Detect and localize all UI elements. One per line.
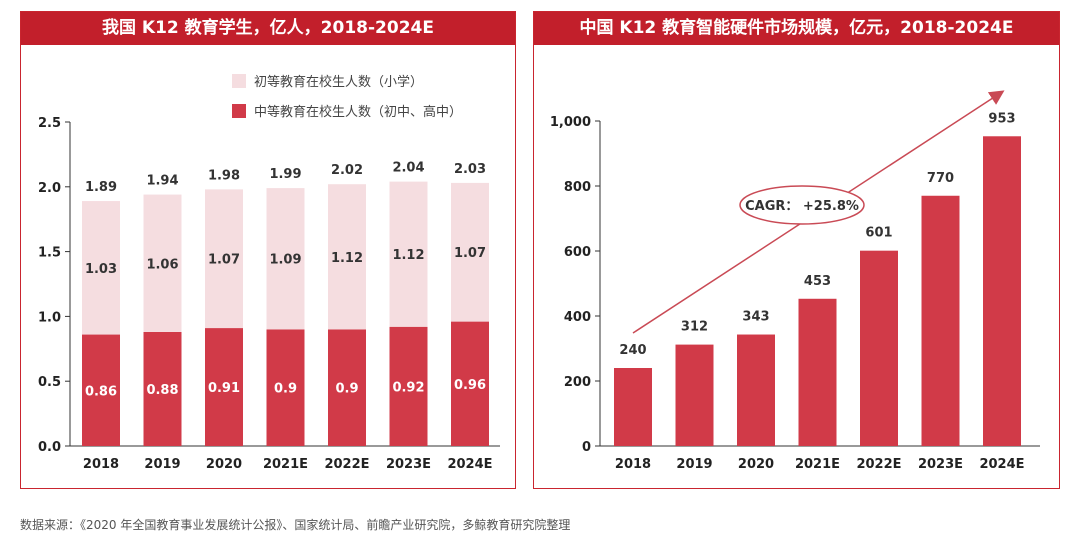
- y-tick-label: 400: [564, 310, 591, 325]
- data-label: 312: [681, 320, 708, 335]
- bar: [737, 334, 775, 446]
- data-label-primary: 1.12: [331, 251, 363, 266]
- data-label-secondary: 0.88: [146, 383, 178, 398]
- bar-primary: [266, 188, 305, 330]
- data-label-total: 1.89: [85, 180, 117, 195]
- data-label-secondary: 0.9: [335, 382, 358, 397]
- x-tick-label: 2021E: [795, 457, 840, 472]
- bar: [675, 344, 714, 446]
- legend-swatch-primary: [232, 74, 246, 88]
- data-label: 953: [988, 111, 1015, 126]
- data-label-secondary: 0.92: [392, 380, 424, 395]
- x-tick-label: 2019: [144, 457, 180, 472]
- bar-primary: [328, 184, 366, 330]
- x-tick-label: 2022E: [324, 457, 369, 472]
- bar-secondary: [389, 326, 428, 446]
- bar-secondary: [328, 329, 366, 446]
- data-label-secondary: 0.86: [85, 384, 117, 399]
- y-tick-label: 0.5: [38, 375, 61, 390]
- x-tick-label: 2023E: [918, 457, 963, 472]
- x-tick-label: 2018: [615, 457, 651, 472]
- bar-secondary: [266, 329, 305, 446]
- y-tick-label: 1.0: [38, 310, 61, 325]
- data-label: 453: [804, 274, 831, 289]
- left-chart-title: 我国 K12 教育学生，亿人，2018-2024E: [21, 12, 515, 45]
- data-label: 240: [619, 343, 646, 358]
- data-label-total: 1.98: [208, 168, 240, 183]
- data-label-secondary: 0.96: [454, 378, 486, 393]
- bar: [921, 195, 960, 446]
- y-tick-label: 1.5: [38, 246, 61, 261]
- x-tick-label: 2024E: [979, 457, 1024, 472]
- bar-primary: [451, 182, 489, 322]
- cagr-ellipse: [739, 185, 865, 225]
- left-panel: 我国 K12 教育学生，亿人，2018-2024E: [20, 11, 516, 489]
- bar-secondary: [82, 334, 120, 446]
- x-tick-label: 2021E: [263, 457, 308, 472]
- data-label-primary: 1.03: [85, 262, 117, 277]
- legend-label-secondary: 中等教育在校生人数（初中、高中）: [254, 104, 462, 120]
- y-tick-label: 2.0: [38, 181, 61, 196]
- data-label-primary: 1.06: [146, 257, 178, 272]
- bar-primary: [389, 181, 428, 327]
- data-label: 770: [927, 171, 954, 186]
- data-label-primary: 1.09: [269, 253, 301, 268]
- source-note: 数据来源：《2020 年全国教育事业发展统计公报》、国家统计局、前瞻产业研究院，…: [20, 518, 571, 532]
- data-label-total: 2.04: [392, 161, 424, 176]
- y-tick-label: 800: [564, 180, 591, 195]
- x-tick-label: 2020: [738, 457, 774, 472]
- right-panel: 中国 K12 教育智能硬件市场规模，亿元，2018-2024E: [533, 11, 1060, 489]
- legend-swatch-secondary: [232, 104, 246, 118]
- bar: [798, 298, 837, 446]
- bar: [860, 250, 898, 446]
- bar: [614, 368, 652, 446]
- bar: [983, 136, 1021, 446]
- x-tick-label: 2018: [83, 457, 119, 472]
- data-label-primary: 1.07: [454, 246, 486, 261]
- data-label: 601: [865, 226, 892, 241]
- cagr-label: CAGR： +25.8%: [745, 199, 859, 214]
- x-tick-label: 2023E: [386, 457, 431, 472]
- y-tick-label: 200: [564, 375, 591, 390]
- y-tick-label: 0: [582, 440, 591, 455]
- bar-secondary: [205, 328, 243, 446]
- y-tick-label: 0.0: [38, 440, 61, 455]
- bar-primary: [82, 201, 120, 335]
- bar-primary: [205, 189, 243, 329]
- data-label: 343: [742, 310, 769, 325]
- y-tick-label: 2.5: [38, 116, 61, 131]
- bar-secondary: [143, 331, 182, 446]
- legend-label-primary: 初等教育在校生人数（小学）: [254, 74, 423, 90]
- right-chart-title: 中国 K12 教育智能硬件市场规模，亿元，2018-2024E: [534, 12, 1059, 45]
- data-label-secondary: 0.9: [274, 382, 297, 397]
- x-tick-label: 2024E: [447, 457, 492, 472]
- data-label-total: 2.02: [331, 163, 363, 178]
- y-tick-label: 600: [564, 245, 591, 260]
- bar-secondary: [451, 321, 489, 446]
- x-tick-label: 2020: [206, 457, 242, 472]
- y-tick-label: 1,000: [550, 115, 591, 130]
- data-label-secondary: 0.91: [208, 381, 240, 396]
- data-label-primary: 1.12: [392, 248, 424, 263]
- x-tick-label: 2019: [676, 457, 712, 472]
- bar-primary: [143, 194, 182, 332]
- data-label-total: 1.99: [269, 167, 301, 182]
- data-label-total: 2.03: [454, 162, 486, 177]
- data-label-primary: 1.07: [208, 253, 240, 268]
- x-tick-label: 2022E: [856, 457, 901, 472]
- data-label-total: 1.94: [146, 174, 178, 189]
